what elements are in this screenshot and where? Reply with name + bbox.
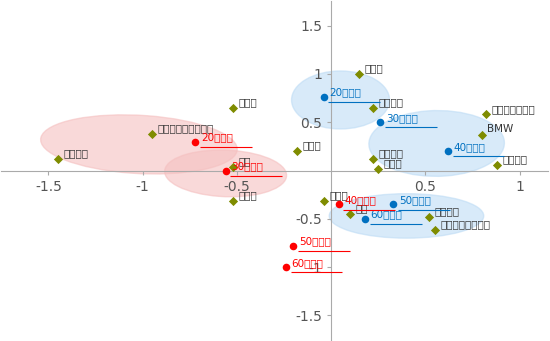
Text: トヨタ: トヨタ	[329, 191, 348, 201]
Point	[53, 156, 62, 162]
Point	[148, 131, 157, 136]
Text: 30代女性: 30代女性	[231, 161, 263, 171]
Point	[319, 94, 328, 100]
Point	[289, 243, 298, 249]
Point	[191, 139, 200, 144]
Text: ホンダ: ホンダ	[384, 158, 403, 168]
Text: スズキ: スズキ	[302, 140, 322, 150]
Point	[425, 214, 433, 220]
Ellipse shape	[164, 150, 287, 197]
Text: プジョー: プジョー	[378, 97, 403, 107]
Text: 20代女性: 20代女性	[201, 132, 233, 142]
Point	[493, 162, 502, 167]
Point	[355, 71, 364, 77]
Text: 60代女性: 60代女性	[292, 258, 323, 268]
Text: 三菱: 三菱	[355, 203, 368, 213]
Text: 60代男性: 60代男性	[371, 209, 403, 219]
Point	[282, 264, 290, 270]
Text: メルセデスベンツ: メルセデスベンツ	[441, 220, 490, 229]
Point	[368, 105, 377, 110]
Text: 50代女性: 50代女性	[299, 237, 331, 247]
Text: BMW: BMW	[487, 124, 514, 134]
Text: 40代男性: 40代男性	[454, 142, 486, 152]
Point	[229, 105, 238, 110]
Text: 日産: 日産	[239, 156, 251, 166]
Point	[229, 199, 238, 204]
Point	[361, 216, 370, 222]
Ellipse shape	[41, 115, 237, 174]
Point	[229, 164, 238, 169]
Ellipse shape	[369, 110, 504, 176]
Point	[430, 228, 439, 233]
Point	[481, 112, 490, 117]
Point	[293, 148, 301, 154]
Text: ダイハツ: ダイハツ	[63, 148, 89, 158]
Text: 40代女性: 40代女性	[344, 195, 376, 205]
Point	[319, 199, 328, 204]
Text: 50代男性: 50代男性	[399, 195, 431, 205]
Text: フォルクスワーゲン: フォルクスワーゲン	[158, 123, 214, 133]
Text: 20代男性: 20代男性	[329, 88, 361, 98]
Point	[334, 202, 343, 207]
Point	[477, 132, 486, 137]
Point	[389, 202, 398, 207]
Ellipse shape	[329, 194, 484, 238]
Point	[376, 119, 384, 125]
Text: 30代男性: 30代男性	[386, 113, 417, 123]
Point	[374, 166, 383, 171]
Ellipse shape	[292, 71, 389, 129]
Point	[443, 148, 452, 154]
Point	[368, 156, 377, 162]
Text: アウディ: アウディ	[503, 154, 527, 164]
Point	[221, 168, 230, 173]
Text: ポルシェ: ポルシェ	[434, 206, 460, 216]
Text: マツダ: マツダ	[365, 63, 384, 73]
Text: レクサス: レクサス	[378, 148, 403, 158]
Text: ボルボ: ボルボ	[239, 191, 257, 201]
Text: アルファロメオ: アルファロメオ	[491, 104, 535, 114]
Point	[345, 211, 354, 217]
Text: スバル: スバル	[239, 97, 257, 107]
